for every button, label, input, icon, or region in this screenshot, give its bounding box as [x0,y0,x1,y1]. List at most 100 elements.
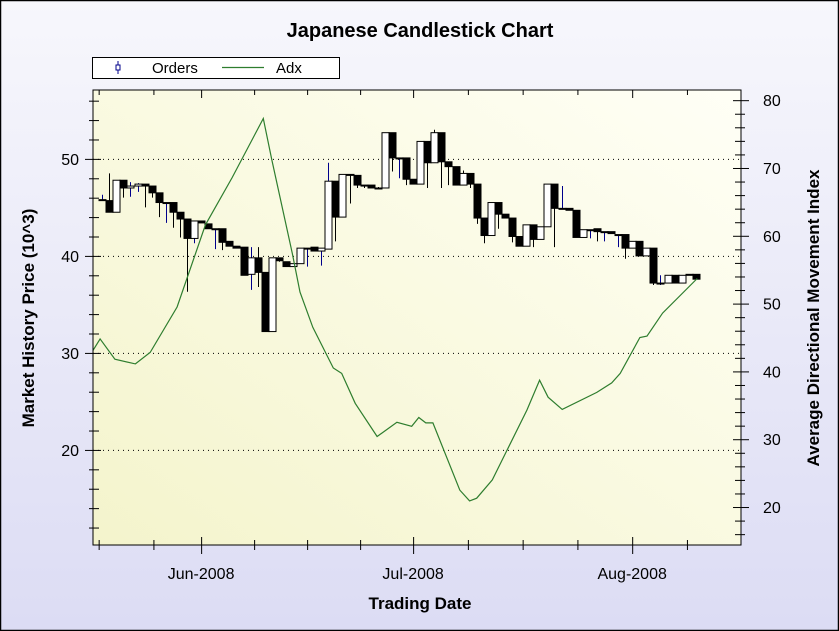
candle-body-down [176,211,185,220]
candle-body-down [388,132,397,159]
candle-body-up [395,157,404,160]
candle-body-up [126,185,135,189]
candle-body-up [360,184,369,187]
y-tick-label: 30 [61,346,79,363]
candle-body-up [338,173,347,218]
candle-body-up [303,247,312,250]
candle-body-up [487,202,496,237]
candle [176,211,185,238]
candle [148,185,157,198]
grid-lines [93,158,741,451]
candle [119,179,128,198]
candle [268,257,277,333]
candle-body-up [522,224,531,247]
candle-body-down [282,261,291,268]
candle-body-down [275,257,284,262]
candle [289,263,298,268]
candle [508,217,517,243]
candle-body-up [247,257,256,275]
candle-body-down [649,247,658,284]
candle-body-up [317,247,326,252]
candle [388,132,397,172]
candle [452,166,461,186]
y2-tick-label: 80 [763,93,781,110]
candle-body-down [501,213,510,219]
candle-body-down [232,245,241,249]
candle-body-up [416,140,425,185]
legend-orders-body-icon [115,64,121,71]
candle-body-down [346,173,355,176]
x-axis-title: Trading Date [369,594,472,613]
candle [275,257,284,262]
candle [254,247,263,287]
candle-body-down [550,183,559,209]
candle [381,132,390,189]
candle-body-down [423,140,432,164]
candle-body-down [671,274,680,284]
candle-body-up [98,199,107,202]
candle [628,240,637,249]
candle-body-up [685,273,694,276]
candle-body-up [579,229,588,238]
candle [635,240,644,257]
candle [218,228,227,251]
y2-tick-label: 50 [763,297,781,314]
candle [565,207,574,211]
y2-tick-label: 20 [763,500,781,517]
candle [367,184,376,189]
candle [197,220,206,224]
candle [656,275,665,285]
candle-body-down [218,228,227,243]
candle-body-down [480,217,489,237]
candle-body-down [331,180,340,218]
candle-body-down [183,218,192,239]
candle [466,172,475,188]
candle-body-up [656,282,665,285]
candle [543,183,552,228]
candle-body-up [543,183,552,228]
x-tick-label: Jun-2008 [168,566,235,583]
x-tick-label: Jul-2008 [382,566,443,583]
x-tick-label: Aug-2008 [597,566,666,583]
candle-body-down [254,257,263,273]
legend-orders-label: Orders [152,60,198,77]
candle [225,240,234,247]
candle [282,261,291,268]
candle-body-up [642,247,651,257]
y-tick-label: 50 [61,152,79,169]
candle-body-up [289,263,298,268]
candle-body-down [444,161,453,168]
candle [374,187,383,190]
legend-box [92,57,340,79]
y2-axis-title: Average Directional Movement Index [804,169,823,467]
candle-body-up [134,183,143,187]
candle [232,245,241,249]
candle-body-down [402,157,411,180]
candle-body-up [268,257,277,333]
candle-body-up [586,229,595,232]
candle-body-up [162,202,171,205]
candle [155,192,164,218]
candle [169,202,178,228]
candle-body-down [169,202,178,213]
candle-body-down [310,246,319,252]
candle-body-down [225,240,234,247]
candle [112,179,121,213]
candle [607,231,616,235]
candle-body-up [296,247,305,265]
candle-body-down [508,217,517,237]
candle-body-down [565,207,574,211]
candle [141,183,150,208]
candle [296,247,305,265]
candles-series [98,129,701,333]
candle-body-down [409,178,418,185]
candle [416,140,425,185]
adx-line [93,116,698,502]
y-axis-title: Market History Price (10^3) [19,209,38,428]
candle-body-up [600,231,609,234]
candle-body-down [515,235,524,247]
candle [550,183,559,248]
candle [579,229,588,238]
candle [240,246,249,276]
